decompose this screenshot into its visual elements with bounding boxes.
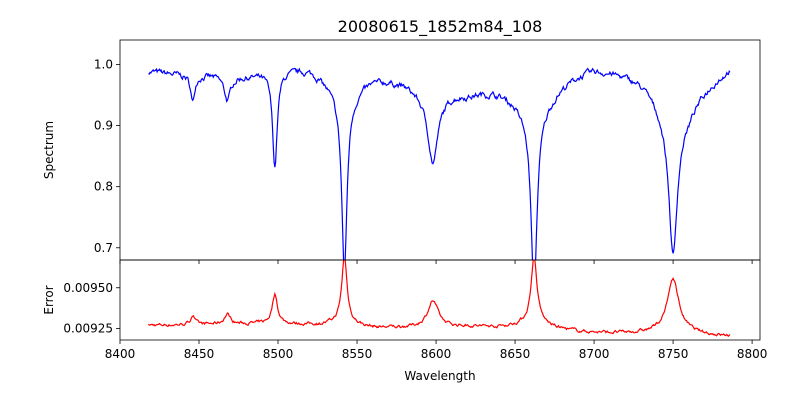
spectrum-y-tick-label: 0.8: [94, 180, 113, 194]
chart-title: 20080615_1852m84_108: [338, 17, 543, 37]
x-tick-label: 8550: [342, 347, 373, 361]
x-tick-label: 8400: [105, 347, 136, 361]
error-y-axis-label: Error: [42, 285, 56, 314]
x-tick-label: 8500: [263, 347, 294, 361]
x-tick-label: 8600: [421, 347, 452, 361]
error-x-ticks: 8400 8450 8500 8550 8600 8650 8700 8750 8800: [105, 340, 768, 361]
spectrum-series-line: [148, 67, 731, 260]
spectrum-y-ticks: 0.7 0.8 0.9 1.0: [94, 57, 120, 255]
x-tick-label: 8450: [184, 347, 215, 361]
x-tick-label: 8700: [579, 347, 610, 361]
error-series-line: [147, 260, 731, 337]
x-tick-label: 8650: [500, 347, 531, 361]
spectrum-y-tick-label: 1.0: [94, 57, 113, 71]
spectrum-y-tick-label: 0.9: [94, 119, 113, 133]
error-y-ticks: 0.00925 0.00950: [63, 281, 120, 336]
spectrum-y-tick-label: 0.7: [94, 241, 113, 255]
spectrum-y-axis-label: Spectrum: [42, 121, 56, 179]
error-axes-frame: [119, 259, 761, 341]
error-y-tick-label: 0.00925: [63, 322, 113, 336]
x-axis-label: Wavelength: [404, 369, 475, 383]
x-tick-label: 8750: [658, 347, 689, 361]
error-y-tick-label: 0.00950: [63, 281, 113, 295]
x-tick-label: 8800: [737, 347, 768, 361]
